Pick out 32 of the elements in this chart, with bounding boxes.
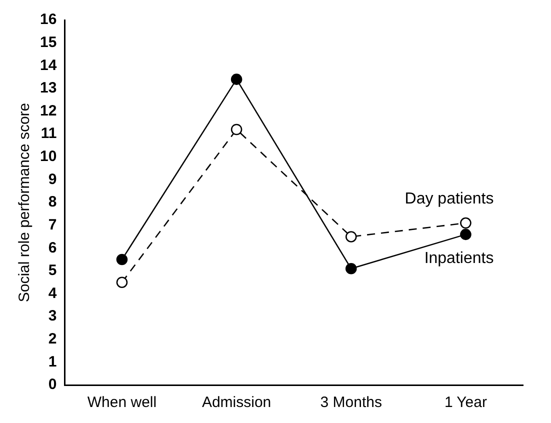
y-tick-label: 15 [40,34,57,51]
y-tick-label: 0 [48,376,57,394]
y-tick-label: 9 [48,170,57,188]
y-tick-label: 10 [40,148,57,166]
point [345,263,357,274]
y-tick-label: 11 [40,125,57,142]
y-tick-label: 1 [48,353,57,370]
y-tick-label: 8 [48,194,57,211]
y-tick-label: 13 [40,80,57,97]
series-label: Day patients [404,190,494,208]
x-tick-label: 3 Months [320,394,382,412]
y-tick-label: 12 [40,102,57,120]
point [116,276,128,288]
point [460,228,472,240]
y-tick-label: 2 [48,330,57,348]
y-tick-label: 6 [48,239,57,256]
y-tick-label: 3 [48,308,57,325]
y-axis-title: Social role performance score [16,102,34,302]
x-tick-label: When well [87,394,157,412]
y-tick-label: 7 [48,216,57,234]
point [116,254,128,266]
point [230,124,242,136]
point [345,231,357,242]
point [230,74,242,85]
y-tick-label: 14 [40,56,58,74]
x-tick-label: 1 Year [444,394,487,412]
point [460,217,472,229]
y-tick-label: 16 [40,11,57,28]
y-tick-label: 5 [48,262,57,280]
series-label: Inpatients [424,250,494,267]
y-tick-label: 4 [48,284,58,302]
x-tick-label: Admission [202,394,272,412]
